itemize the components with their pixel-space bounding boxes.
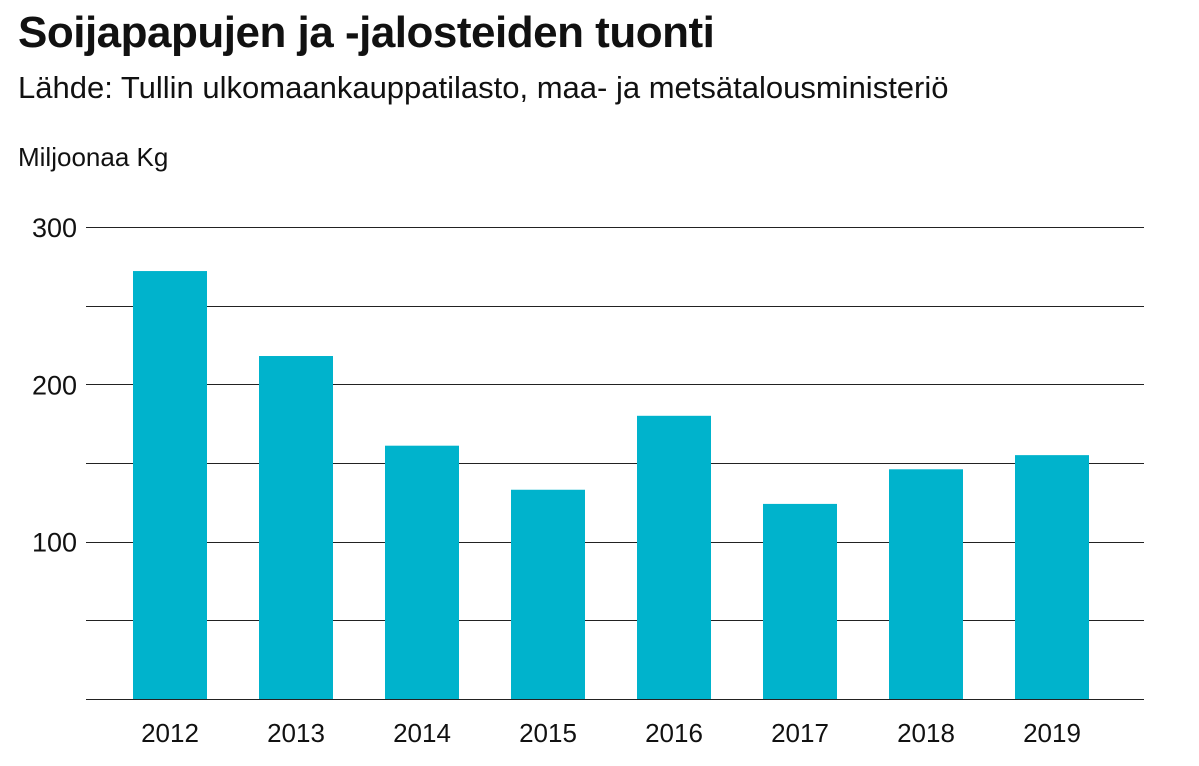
y-tick-label-300: 300 xyxy=(32,213,77,243)
x-tick-label-2018: 2018 xyxy=(897,718,955,748)
bar-2013 xyxy=(259,356,333,699)
bar-2012 xyxy=(133,271,207,699)
y-tick-label-200: 200 xyxy=(32,370,77,400)
x-tick-label-2017: 2017 xyxy=(771,718,829,748)
bars xyxy=(133,271,1089,699)
y-axis-ticks: 100 200 300 xyxy=(32,213,77,558)
x-tick-label-2016: 2016 xyxy=(645,718,703,748)
x-tick-label-2014: 2014 xyxy=(393,718,451,748)
bar-2014 xyxy=(385,445,459,699)
bar-2018 xyxy=(889,469,963,699)
bar-2015 xyxy=(511,489,585,699)
x-tick-label-2012: 2012 xyxy=(141,718,199,748)
x-tick-label-2015: 2015 xyxy=(519,718,577,748)
x-tick-label-2019: 2019 xyxy=(1023,718,1081,748)
chart-subtitle: Lähde: Tullin ulkomaankauppatilasto, maa… xyxy=(18,70,949,105)
y-tick-label-100: 100 xyxy=(32,528,77,558)
bar-2019 xyxy=(1015,455,1089,699)
chart-title: Soijapapujen ja -jalosteiden tuonti xyxy=(18,8,715,57)
bar-2017 xyxy=(763,503,837,699)
bar-2016 xyxy=(637,415,711,699)
y-axis-unit-label: Miljoonaa Kg xyxy=(18,142,169,172)
x-axis-ticks: 2012 2013 2014 2015 2016 2017 2018 2019 xyxy=(141,718,1081,748)
gridlines xyxy=(86,227,1144,700)
x-tick-label-2013: 2013 xyxy=(267,718,325,748)
